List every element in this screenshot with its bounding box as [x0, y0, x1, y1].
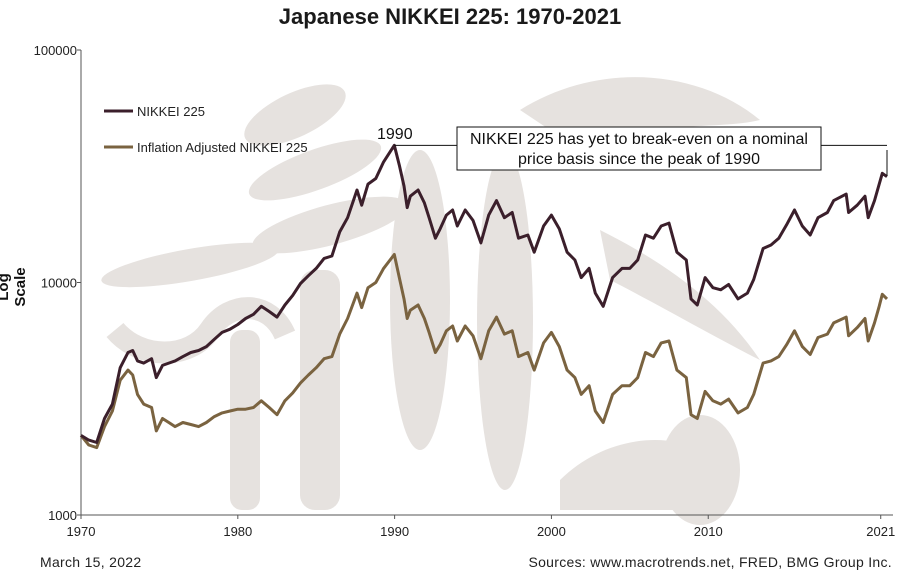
annotation-box-line2: price basis since the peak of 1990: [518, 151, 760, 168]
legend: NIKKEI 225 Inflation Adjusted NIKKEI 225: [104, 104, 308, 155]
legend-label-nikkei: NIKKEI 225: [137, 104, 205, 119]
y-tick-label: 10000: [41, 276, 77, 291]
x-tick-label: 1970: [67, 524, 96, 539]
x-tick-group: 1970 1980 1990 2000 2010 2021: [67, 515, 895, 539]
y-tick-label: 100000: [34, 43, 77, 58]
series-line-nikkei-225: [80, 143, 888, 444]
x-tick-label: 2021: [866, 524, 895, 539]
legend-label-inflation: Inflation Adjusted NIKKEI 225: [137, 140, 308, 155]
y-axis-label: Log Scale: [0, 267, 29, 307]
chart-date: March 15, 2022: [40, 554, 142, 570]
y-tick-label: 1000: [48, 508, 77, 523]
x-tick-label: 1990: [380, 524, 409, 539]
y-tick-group: 1000 10000 100000: [34, 43, 81, 523]
series-line-inflation-adjusted-nikkei: [79, 253, 889, 450]
peak-annotation-label: 1990: [377, 126, 413, 143]
annotation-box: [456, 126, 822, 171]
x-tick-label: 2010: [694, 524, 723, 539]
annotation-box-line1: NIKKEI 225 has yet to break-even on a no…: [470, 131, 808, 148]
chart-title: Japanese NIKKEI 225: 1970-2021: [278, 4, 622, 29]
x-tick-label: 1980: [223, 524, 252, 539]
chart-sources: Sources: www.macrotrends.net, FRED, BMG …: [528, 554, 892, 570]
x-tick-label: 2000: [537, 524, 566, 539]
